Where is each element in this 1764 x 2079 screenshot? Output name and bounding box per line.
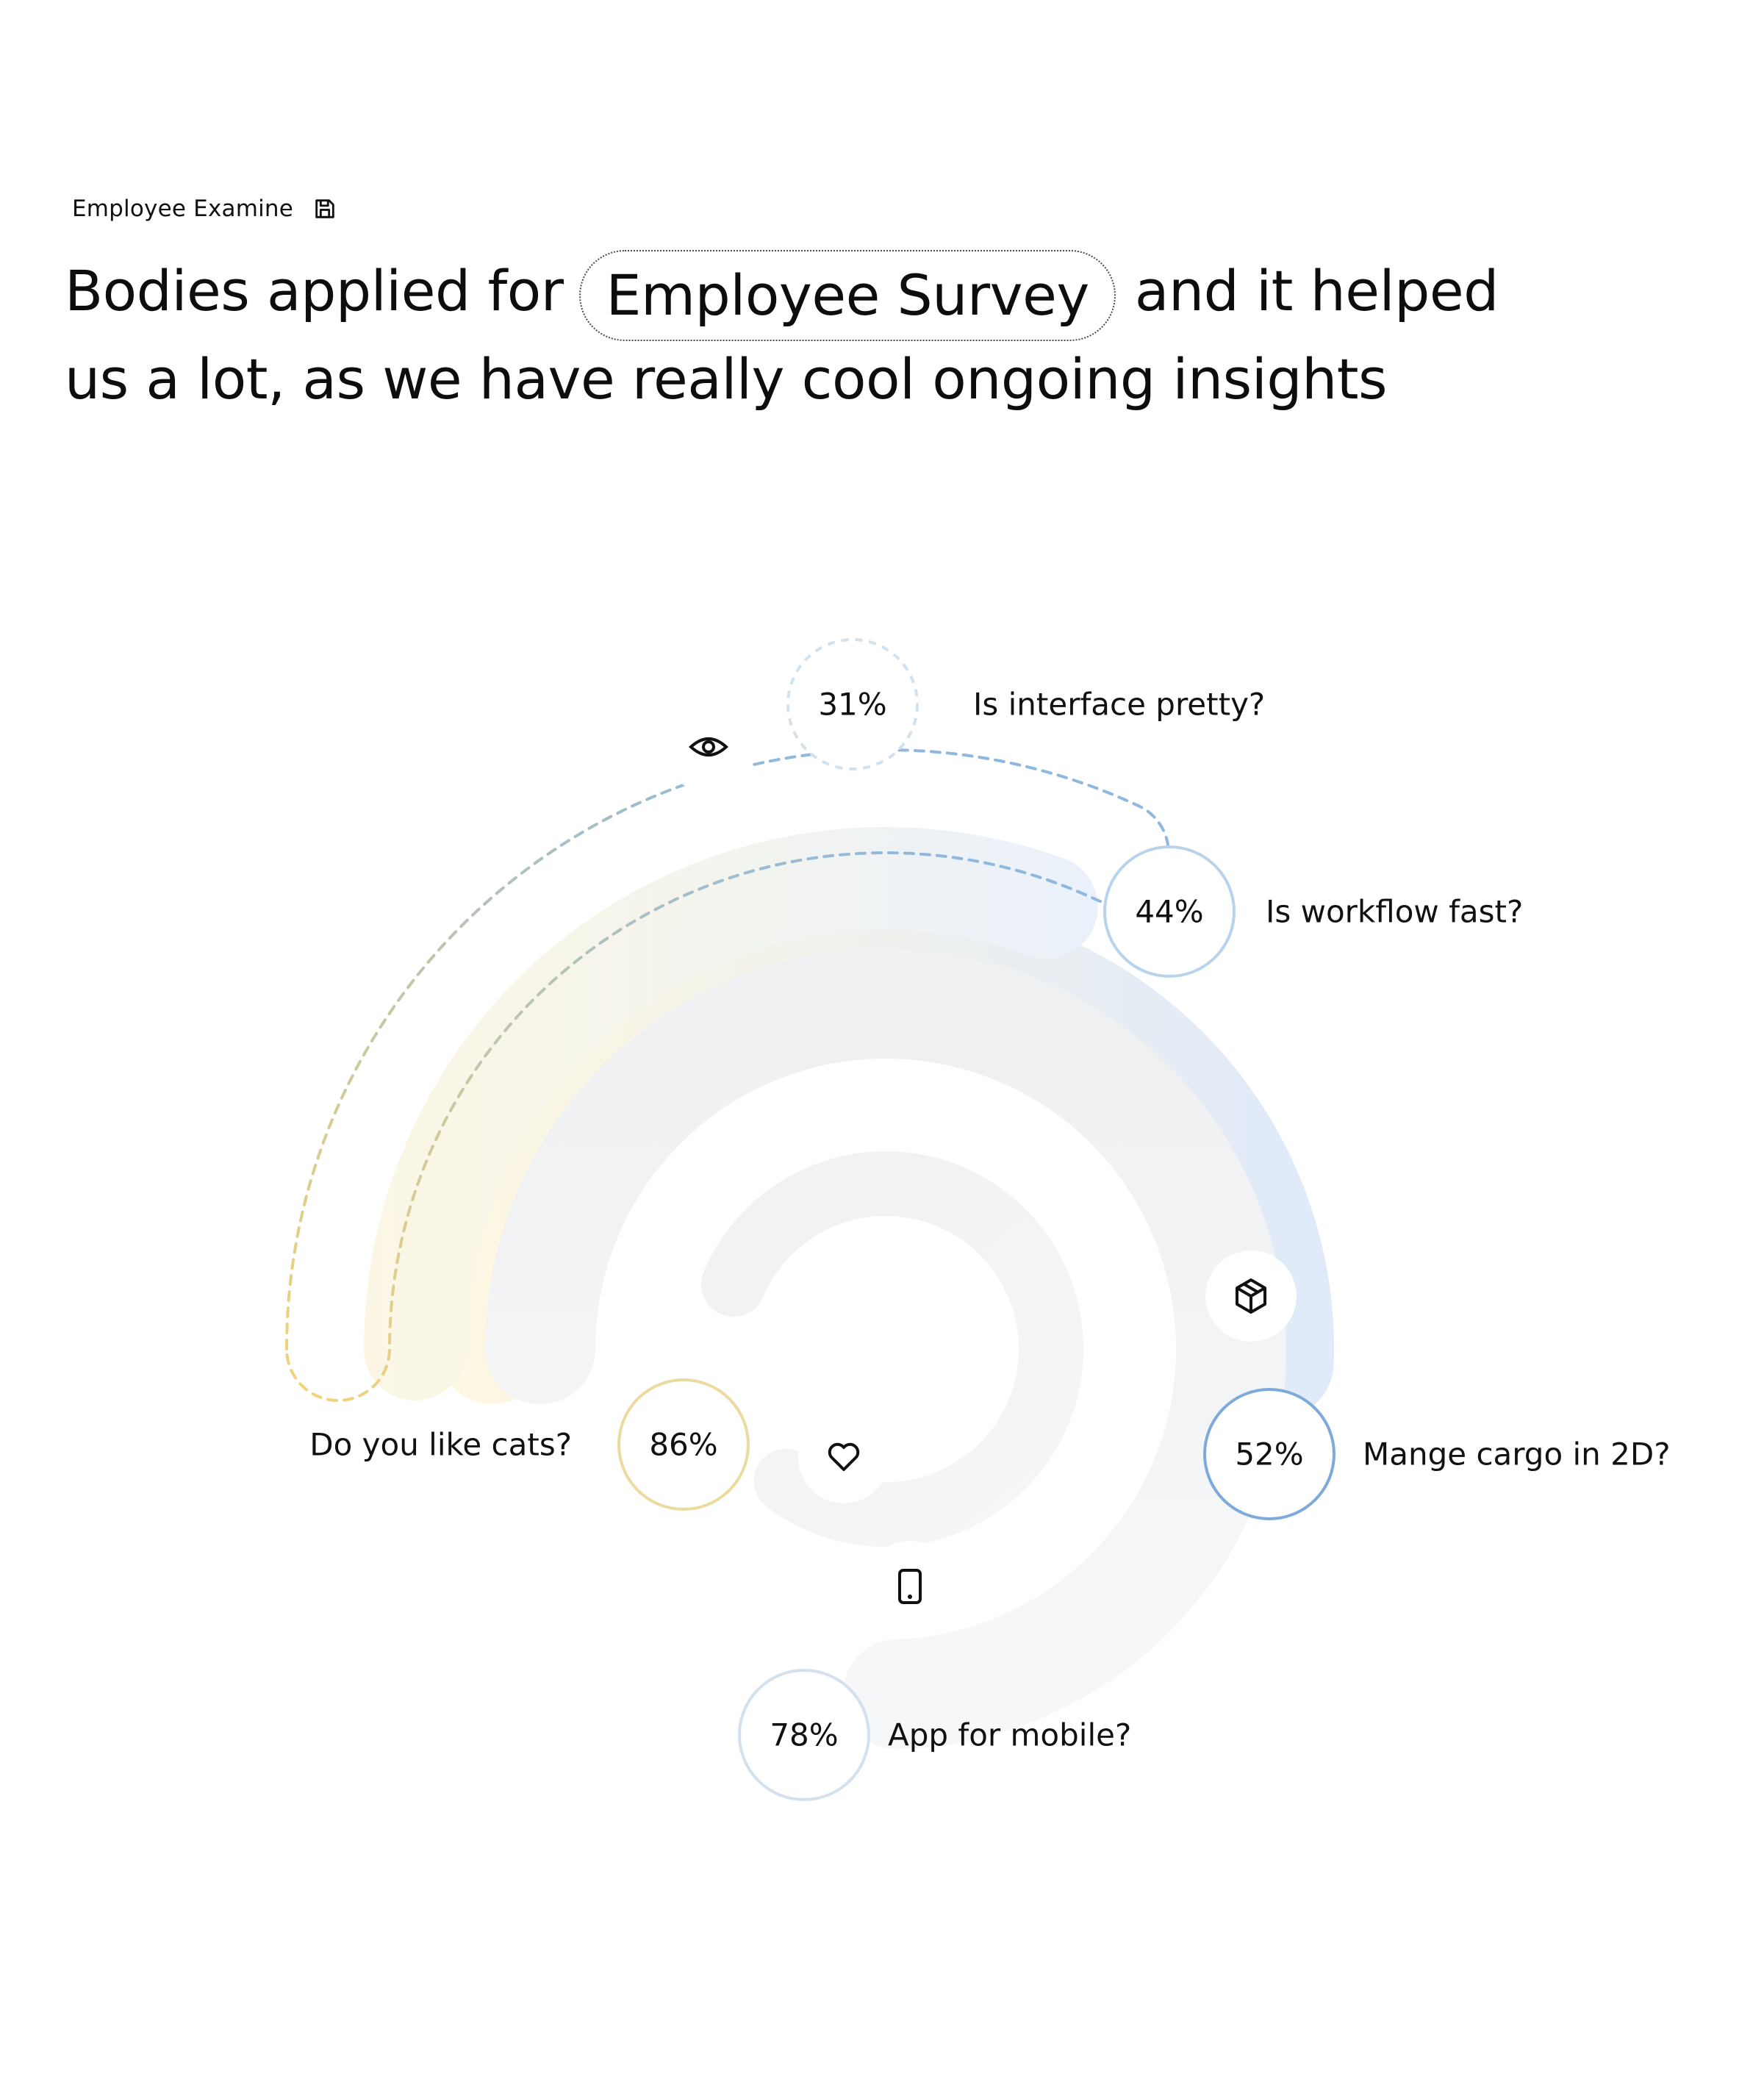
arc-do-you-like-cats- — [700, 1151, 1083, 1547]
percent-value-mange-cargo-in-2d: 52% — [1235, 1436, 1303, 1473]
percent-value-is-workflow-fast: 44% — [1135, 894, 1203, 930]
headline-text-end: and it helped — [1134, 258, 1499, 323]
chart-arcs — [284, 748, 1334, 1750]
survey-title: Employee Examine — [72, 196, 294, 222]
percent-ring-is-workflow-fast — [1103, 845, 1236, 978]
box-icon — [1205, 1250, 1297, 1342]
percent-value-is-interface-pretty: 31% — [818, 687, 886, 723]
question-label-do-you-like-cats: Do you like cats? — [309, 1427, 572, 1463]
survey-header: Employee Examine — [72, 196, 337, 222]
percent-value-app-for-mobile: 78% — [770, 1717, 838, 1753]
question-label-is-workflow-fast: Is workflow fast? — [1266, 894, 1523, 930]
percent-ring-mange-cargo-in-2d — [1203, 1388, 1335, 1520]
percent-ring-is-interface-pretty — [786, 638, 919, 770]
mobile-icon — [864, 1541, 956, 1632]
heart-icon — [798, 1412, 889, 1503]
arc-is-interface-pretty — [284, 748, 1170, 1402]
headline-text-line2: us a lot, as we have really cool ongoing… — [65, 346, 1388, 412]
eye-icon — [663, 701, 754, 792]
percent-value-do-you-like-cats: 86% — [649, 1427, 717, 1463]
arc-is-workflow-fast- — [364, 827, 1098, 1400]
percent-ring-app-for-mobile — [738, 1669, 870, 1801]
percent-ring-do-you-like-cats — [617, 1378, 750, 1511]
headline-text-start: Bodies applied for — [65, 258, 564, 323]
save-icon[interactable] — [312, 196, 337, 221]
question-label-app-for-mobile: App for mobile? — [888, 1717, 1131, 1753]
question-label-mange-cargo-in-2d: Mange cargo in 2D? — [1363, 1436, 1671, 1473]
arc-app-for-mobile- — [485, 948, 1286, 1750]
question-label-is-interface-pretty: Is interface pretty? — [973, 687, 1265, 723]
headline: Bodies applied for Employee Survey and it … — [65, 250, 1696, 418]
survey-pill[interactable]: Employee Survey — [579, 250, 1116, 341]
chart-decorations: 31% Is interface pretty? 44% Is workflow fa… — [309, 638, 1671, 1801]
